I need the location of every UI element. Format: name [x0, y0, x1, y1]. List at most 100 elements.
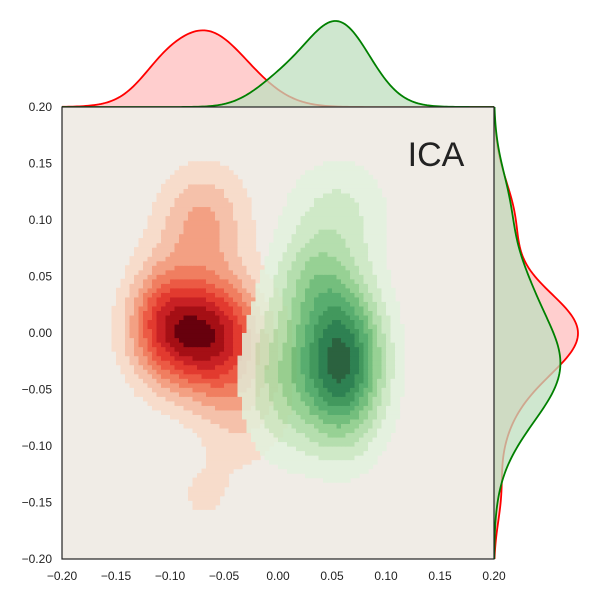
kde-cell [350, 464, 356, 470]
kde-cell [219, 396, 225, 402]
kde-cell [273, 251, 279, 257]
kde-cell [278, 215, 284, 221]
kde-cell [116, 323, 122, 330]
kde-cell [183, 418, 189, 424]
kde-cell [120, 323, 126, 330]
kde-cell [242, 369, 248, 375]
kde-cell [399, 333, 405, 339]
kde-cell [224, 441, 230, 447]
kde-cell [314, 400, 320, 406]
kde-cell [345, 296, 351, 302]
kde-cell [359, 269, 365, 275]
kde-cell [314, 342, 320, 348]
kde-cell [359, 450, 365, 456]
kde-cell [219, 188, 225, 194]
kde-cell [125, 305, 131, 311]
kde-cell [336, 418, 342, 424]
kde-cell [282, 220, 288, 226]
kde-cell [129, 333, 135, 339]
kde-cell [192, 314, 198, 321]
kde-cell [318, 188, 324, 194]
x-axis-ticks: −0.20 −0.15 −0.10 −0.05 0.00 0.05 0.10 0.15 0.20 [47, 569, 506, 583]
kde-cell [251, 310, 257, 316]
kde-cell [251, 314, 257, 321]
kde-cell [170, 409, 176, 415]
kde-cell [278, 418, 284, 424]
kde-cell [359, 432, 365, 438]
kde-cell [318, 378, 324, 384]
kde-cell [390, 387, 396, 393]
kde-cell [170, 400, 176, 406]
kde-cell [251, 364, 257, 370]
kde-cell [246, 391, 252, 397]
kde-cell [134, 391, 140, 397]
marginal-fill-y-1 [494, 107, 561, 559]
kde-cell [116, 292, 122, 298]
kde-cell [350, 224, 356, 230]
kde-cell [336, 328, 342, 334]
kde-cell [381, 229, 387, 235]
kde-cell [273, 238, 279, 244]
kde-cell [233, 188, 239, 194]
kde-cell [291, 450, 297, 456]
kde-cell [246, 459, 252, 465]
kde-cell [228, 459, 234, 465]
kde-cell [332, 432, 338, 438]
kde-cell [381, 400, 387, 406]
kde-cell [206, 220, 212, 226]
kde-cell [165, 247, 171, 253]
kde-cell [359, 400, 365, 406]
kde-cell [242, 283, 248, 289]
kde-cell [138, 242, 144, 248]
kde-cell [291, 319, 297, 325]
kde-cell [282, 319, 288, 325]
kde-cell [152, 265, 158, 271]
kde-cell [197, 486, 203, 492]
kde-cell [318, 323, 324, 330]
kde-cell [372, 305, 378, 311]
kde-cell [368, 405, 374, 411]
kde-cell [390, 292, 396, 298]
kde-cell [359, 346, 365, 352]
kde-cell [291, 274, 297, 280]
kde-cell [287, 450, 293, 456]
kde-cell [350, 256, 356, 262]
kde-cell [350, 418, 356, 424]
kde-cell [170, 210, 176, 217]
kde-cell [264, 382, 270, 388]
kde-cell [138, 301, 144, 307]
kde-cell [179, 247, 185, 253]
kde-cell [332, 170, 338, 176]
kde-cell [138, 328, 144, 334]
kde-cell [386, 346, 392, 352]
kde-cell [336, 242, 342, 248]
kde-cell [201, 378, 207, 384]
kde-cell [350, 459, 356, 465]
kde-cell [336, 360, 342, 366]
kde-cell [291, 459, 297, 465]
kde-cell [345, 247, 351, 253]
kde-cell [296, 333, 302, 339]
kde-cell [210, 369, 216, 375]
kde-cell [314, 346, 320, 352]
kde-cell [192, 323, 198, 330]
kde-cell [354, 269, 360, 275]
kde-cell [206, 210, 212, 217]
kde-cell [264, 455, 270, 461]
kde-cell [390, 355, 396, 361]
kde-cell [188, 369, 194, 375]
kde-cell [170, 396, 176, 402]
kde-cell [314, 233, 320, 239]
kde-cell [323, 183, 329, 189]
kde-cell [170, 247, 176, 253]
kde-cell [359, 323, 365, 330]
kde-cell [215, 278, 221, 284]
kde-cell [368, 387, 374, 393]
kde-cell [372, 260, 378, 266]
kde-cell [332, 464, 338, 470]
kde-cell [336, 464, 342, 470]
kde-cell [165, 319, 171, 325]
kde-cell [300, 387, 306, 393]
kde-cell [336, 229, 342, 235]
kde-cell [197, 278, 203, 284]
